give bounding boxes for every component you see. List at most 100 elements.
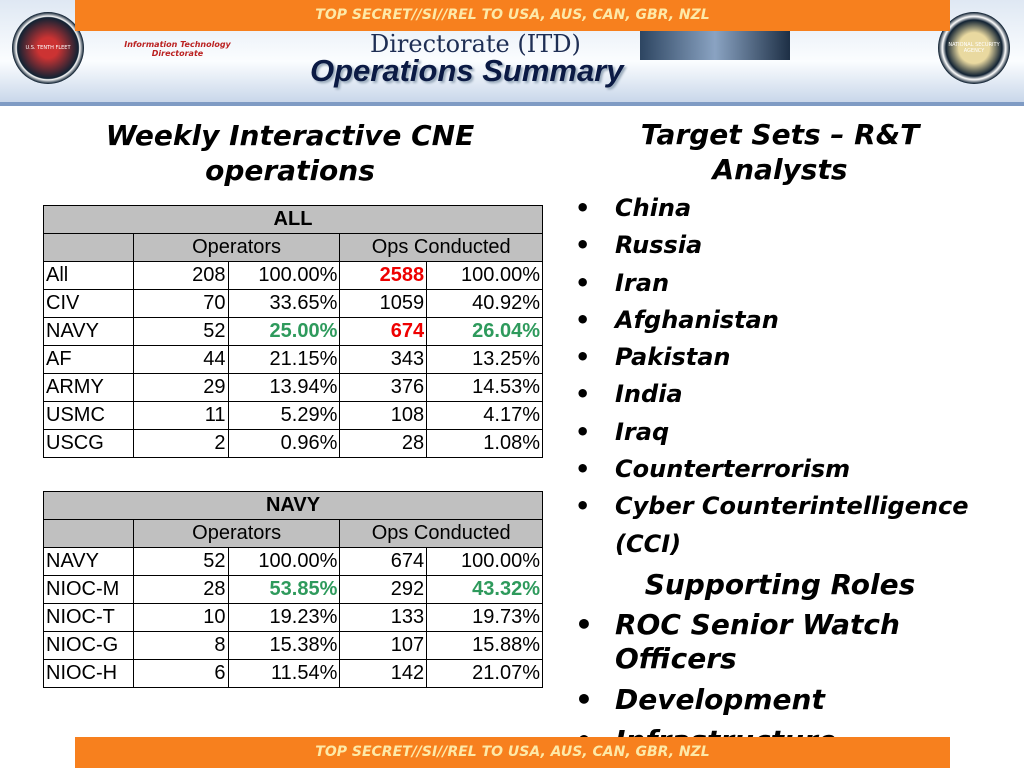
cell: 2588 <box>339 261 428 290</box>
cell: 19.23% <box>227 603 341 632</box>
target-item: India <box>575 376 995 414</box>
table-row: USMC 11 5.29% 108 4.17% <box>43 401 543 430</box>
data-table: NAVY Operators Ops Conducted NAVY 52 100.00% 6… <box>43 491 543 688</box>
cell: 70 <box>132 289 229 318</box>
cell: 13.94% <box>227 373 341 402</box>
cell: 674 <box>339 547 428 576</box>
table-row: NIOC-T 10 19.23% 133 19.73% <box>43 603 543 632</box>
cell: 5.29% <box>227 401 341 430</box>
target-item: Iraq <box>575 414 995 452</box>
role-item: ROC Senior Watch Officers <box>575 608 995 676</box>
cell: 25.00% <box>227 317 341 346</box>
column-header: Ops Conducted <box>339 233 543 262</box>
cell: 292 <box>339 575 428 604</box>
table-row: ARMY 29 13.94% 376 14.53% <box>43 373 543 402</box>
classification-banner: TOP SECRET//SI//REL TO USA, AUS, CAN, GB… <box>75 0 950 31</box>
target-list: ChinaRussiaIranAfghanistanPakistanIndiaI… <box>575 190 995 563</box>
header-row: Operators Ops Conducted <box>43 519 543 548</box>
cell: 100.00% <box>426 261 543 290</box>
cell: 133 <box>339 603 428 632</box>
cell: 21.15% <box>227 345 341 374</box>
cell: NAVY <box>43 547 134 576</box>
header-cell <box>43 519 134 548</box>
cell: 15.38% <box>227 631 341 660</box>
cell: 52 <box>132 547 229 576</box>
cell: 4.17% <box>426 401 543 430</box>
cell: 108 <box>339 401 428 430</box>
table-title: NAVY <box>43 491 543 520</box>
cell: 52 <box>132 317 229 346</box>
target-item: Afghanistan <box>575 302 995 340</box>
cell: 208 <box>132 261 229 290</box>
table-row: NAVY 52 100.00% 674 100.00% <box>43 547 543 576</box>
cell: 100.00% <box>426 547 543 576</box>
cell: 33.65% <box>227 289 341 318</box>
cell: 2 <box>132 429 229 458</box>
classification-banner: TOP SECRET//SI//REL TO USA, AUS, CAN, GB… <box>75 737 950 768</box>
cell: NIOC-T <box>43 603 134 632</box>
target-item: Russia <box>575 227 995 265</box>
seal: NATIONAL SECURITY AGENCY <box>938 12 1010 84</box>
logo-caption: Information Technology Directorate <box>124 40 231 58</box>
table-row: AF 44 21.15% 343 13.25% <box>43 345 543 374</box>
target-item: Iran <box>575 265 995 303</box>
cell: 28 <box>339 429 428 458</box>
cell: AF <box>43 345 134 374</box>
column-header: Ops Conducted <box>339 519 543 548</box>
cell: 142 <box>339 659 428 688</box>
table-title: ALL <box>43 205 543 234</box>
column-header: Operators <box>132 233 341 262</box>
table-row: NAVY 52 25.00% 674 26.04% <box>43 317 543 346</box>
header-row: Operators Ops Conducted <box>43 233 543 262</box>
cell: 29 <box>132 373 229 402</box>
cell: 21.07% <box>426 659 543 688</box>
cell: 1059 <box>339 289 428 318</box>
cell: 11.54% <box>227 659 341 688</box>
cell: ARMY <box>43 373 134 402</box>
table-row: NIOC-M 28 53.85% 292 43.32% <box>43 575 543 604</box>
title-row: ALL <box>43 205 543 234</box>
cell: USMC <box>43 401 134 430</box>
table-row: USCG 2 0.96% 28 1.08% <box>43 429 543 458</box>
cell: 1.08% <box>426 429 543 458</box>
cell: 0.96% <box>227 429 341 458</box>
cell: 43.32% <box>426 575 543 604</box>
title-row: NAVY <box>43 491 543 520</box>
target-item: Counterterrorism <box>575 451 995 489</box>
cell: USCG <box>43 429 134 458</box>
table-row: NIOC-G 8 15.38% 107 15.88% <box>43 631 543 660</box>
cell: 343 <box>339 345 428 374</box>
cell: 13.25% <box>426 345 543 374</box>
cell: 28 <box>132 575 229 604</box>
cell: 53.85% <box>227 575 341 604</box>
left-heading: Weekly Interactive CNE operations <box>105 119 475 187</box>
cell: 44 <box>132 345 229 374</box>
target-item: Cyber Counterintelligence (CCI) <box>575 488 995 563</box>
cell: NIOC-M <box>43 575 134 604</box>
roles-heading: Supporting Roles <box>644 568 916 601</box>
table-row: NIOC-H 6 11.54% 142 21.07% <box>43 659 543 688</box>
cell: 6 <box>132 659 229 688</box>
data-table: ALL Operators Ops Conducted All 208 100.00% 25… <box>43 205 543 458</box>
org-name: Directorate (ITD) <box>370 30 581 58</box>
cell: NIOC-H <box>43 659 134 688</box>
cell: 14.53% <box>426 373 543 402</box>
target-item: Pakistan <box>575 339 995 377</box>
cell: 8 <box>132 631 229 660</box>
seal: U.S. TENTH FLEET <box>12 12 84 84</box>
role-item: Development <box>575 683 995 717</box>
cell: 376 <box>339 373 428 402</box>
cell: 10 <box>132 603 229 632</box>
cell: 40.92% <box>426 289 543 318</box>
cell: NAVY <box>43 317 134 346</box>
table-row: CIV 70 33.65% 1059 40.92% <box>43 289 543 318</box>
cell: 100.00% <box>227 261 341 290</box>
cell: CIV <box>43 289 134 318</box>
table-row: All 208 100.00% 2588 100.00% <box>43 261 543 290</box>
right-heading: Target Sets – R&T Analysts <box>640 118 920 186</box>
cell: 107 <box>339 631 428 660</box>
cell: All <box>43 261 134 290</box>
header-cell <box>43 233 134 262</box>
cell: NIOC-G <box>43 631 134 660</box>
